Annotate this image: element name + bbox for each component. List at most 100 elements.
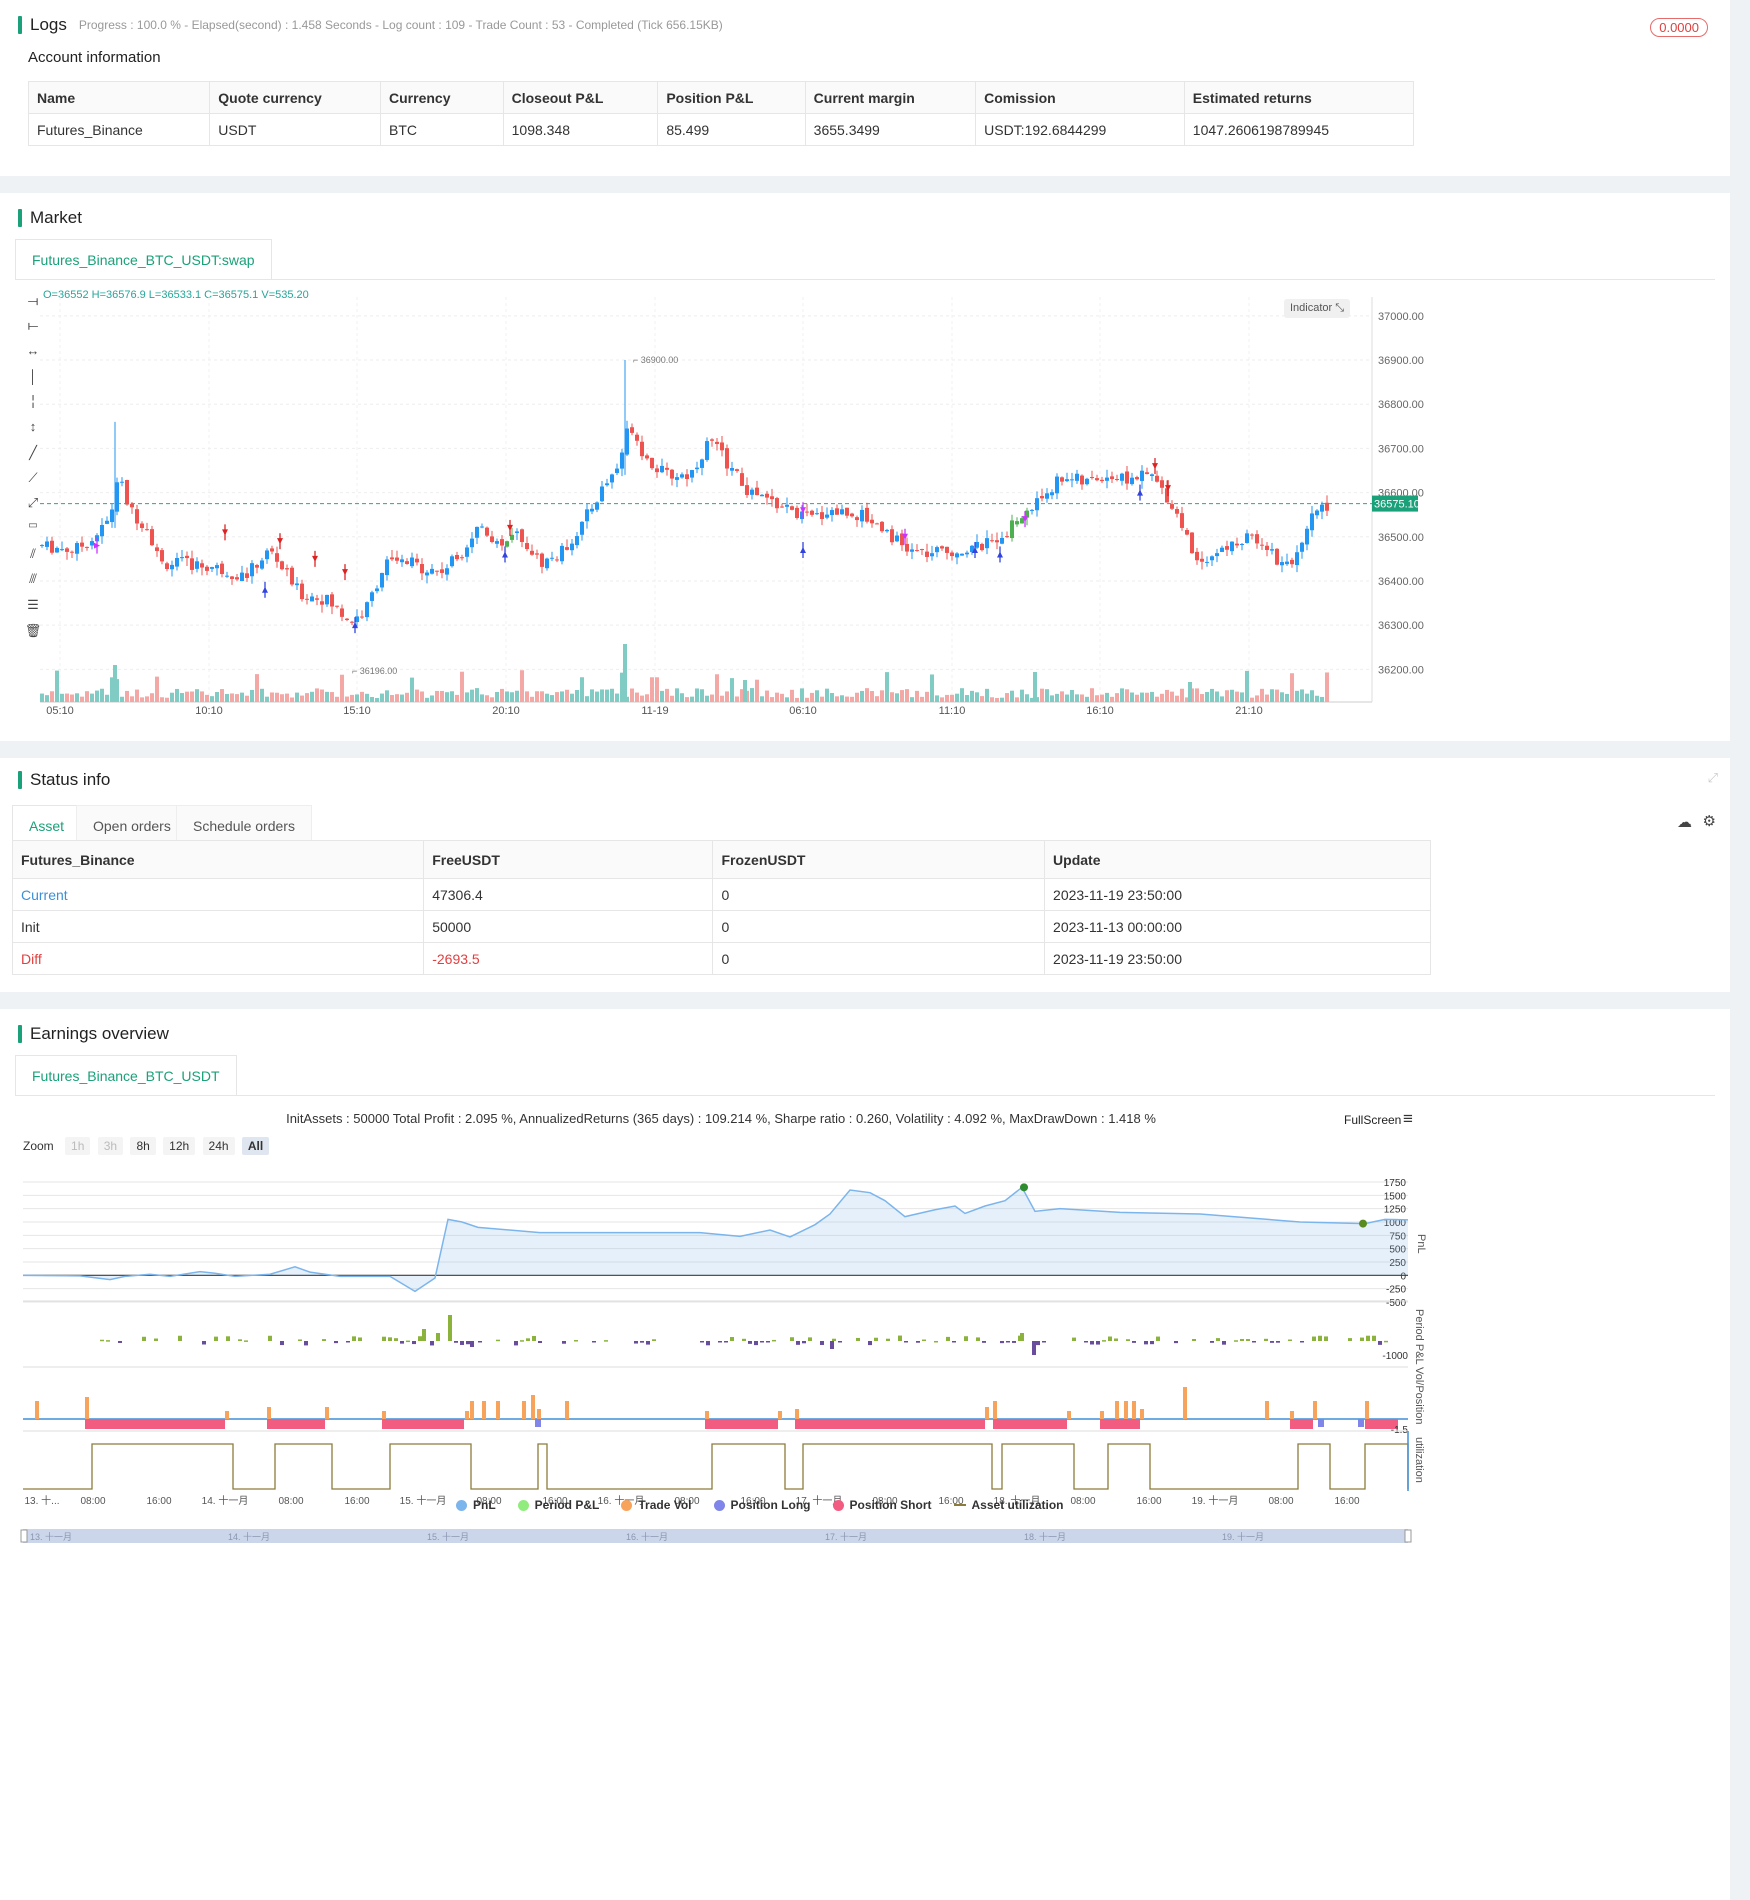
horizontal-ray-icon[interactable]: ⟝ (27, 318, 39, 333)
time-tick-label: 14. 十一月 (202, 1494, 249, 1507)
trade-vol-bar (565, 1401, 569, 1419)
period-bar (886, 1338, 890, 1341)
candle-body (1140, 470, 1144, 481)
trash-icon[interactable]: 🗑 (24, 623, 42, 638)
candle-body (1145, 472, 1149, 475)
tab-market-symbol[interactable]: Futures_Binance_BTC_USDT:swap (15, 239, 272, 280)
volume-bar (1070, 689, 1074, 702)
candle-body (130, 503, 134, 508)
high-price-label: ⌐ 36900.00 (633, 355, 678, 365)
period-bar (898, 1335, 902, 1341)
candle-body (1205, 561, 1209, 563)
vertical-ray-icon[interactable]: ↕ (29, 419, 37, 434)
volume-bar (1245, 670, 1249, 702)
period-bar (760, 1341, 764, 1343)
volume-bar (815, 690, 819, 702)
parallel-channel-icon[interactable]: ⫽ (30, 546, 36, 561)
trade-vol-bar (35, 1401, 39, 1419)
volume-bar (395, 694, 399, 702)
indicator-button[interactable]: Indicator ⤡ (1284, 299, 1351, 318)
legend-item[interactable]: PnL (456, 1498, 496, 1512)
volume-bar (925, 691, 929, 702)
expand-icon[interactable]: ⤢ (1707, 770, 1718, 785)
candle-body (525, 543, 529, 550)
candle-body (265, 550, 269, 560)
zoom-1h[interactable]: 1h (65, 1137, 91, 1155)
volume-bar (1325, 672, 1329, 702)
menu-icon[interactable]: ≡ (1403, 1109, 1413, 1128)
candle-body (820, 512, 824, 519)
legend-item[interactable]: Position Long (713, 1498, 811, 1512)
candle-body (600, 486, 604, 502)
tab-asset[interactable]: Asset (12, 805, 82, 846)
fib-levels-icon[interactable]: ☰ (27, 597, 39, 612)
volume-bar (485, 695, 489, 702)
zoom-3h[interactable]: 3h (97, 1137, 124, 1155)
asset-cell: Current (11, 878, 425, 911)
candle-body (1280, 562, 1284, 566)
asset-col-header: FrozenUSDT (712, 840, 1046, 879)
fullscreen-button[interactable]: FullScreen (1344, 1113, 1401, 1127)
volume-bar (65, 693, 69, 702)
candle-body (920, 549, 924, 551)
volume-bar (480, 694, 484, 702)
volume-bar (520, 670, 524, 702)
volume-bar (113, 665, 117, 702)
asset-cell: 47306.4 (423, 878, 714, 911)
tab-schedule-orders[interactable]: Schedule orders (176, 805, 312, 846)
horizontal-line-icon[interactable]: ⟞ (27, 293, 39, 308)
volume-bar (565, 689, 569, 702)
candle-body (615, 468, 619, 473)
time-tick-label: 18. 十一月 (994, 1494, 1041, 1507)
volume-bar (210, 696, 214, 702)
extended-trend-icon[interactable]: ⤢ (27, 495, 39, 510)
legend-item[interactable]: Trade Vol (621, 1498, 692, 1512)
period-bar (454, 1341, 458, 1343)
candle-body (885, 529, 889, 532)
candle-body (355, 616, 359, 622)
candlestick-chart[interactable]: 37000.0036900.0036800.0036700.0036600.00… (0, 286, 1440, 726)
volume-bar (940, 697, 944, 702)
period-bar (592, 1341, 596, 1343)
account-col-header: Current margin (804, 81, 977, 114)
indicator-button-label: Indicator (1290, 302, 1333, 314)
vertical-line-icon[interactable]: │ (28, 369, 38, 384)
trade-vol-bar (85, 1397, 89, 1419)
price-range-icon[interactable]: ▭ (28, 520, 38, 531)
period-bar (154, 1338, 158, 1341)
tab-earnings-symbol[interactable]: Futures_Binance_BTC_USDT (15, 1055, 237, 1096)
gear-icon[interactable]: ⚙ (1702, 813, 1716, 830)
trade-vol-bar (470, 1401, 474, 1419)
navigator-label: 16. 十一月 (626, 1531, 668, 1542)
navigator-label: 18. 十一月 (1024, 1531, 1066, 1542)
period-bar (856, 1337, 860, 1341)
vertical-segment-icon[interactable]: ╎ (29, 394, 37, 409)
earnings-chart[interactable]: 1750 1500 1250 1000 750 500 250 0 -250 -500 PnL -10… (0, 1159, 1440, 1879)
candle-body (430, 568, 434, 574)
zoom-12h[interactable]: 12h (163, 1137, 196, 1155)
ray-icon[interactable]: ⟋ (28, 470, 38, 485)
legend-item[interactable]: Asset utilization (953, 1498, 1064, 1512)
volume-bar (355, 694, 359, 702)
candle-body (1255, 534, 1259, 544)
volume-bar (895, 693, 899, 702)
position-short-bar (1290, 1419, 1313, 1429)
zoom-all[interactable]: All (241, 1137, 270, 1155)
legend-item[interactable]: Period P&L (517, 1498, 599, 1512)
zoom-8h[interactable]: 8h (130, 1137, 156, 1155)
legend-item[interactable]: Position Short (832, 1498, 932, 1512)
navigator-bar (23, 1529, 1408, 1543)
volume-bar (970, 690, 974, 702)
volume-bar (710, 694, 714, 702)
trend-line-icon[interactable]: ╱ (29, 445, 37, 460)
status-title: Status info (18, 770, 110, 790)
cloud-download-icon[interactable]: ☁ (1677, 814, 1692, 831)
period-bar (1032, 1341, 1036, 1355)
tab-open-orders[interactable]: Open orders (76, 805, 188, 846)
extended-line-icon[interactable]: ↔ (26, 343, 40, 358)
zoom-24h[interactable]: 24h (202, 1137, 235, 1155)
period-bar (830, 1341, 834, 1349)
pitchfork-icon[interactable]: ⫻ (29, 571, 37, 586)
logs-status: Progress : 100.0 % - Elapsed(second) : 1… (78, 18, 723, 32)
period-bar (142, 1336, 146, 1341)
